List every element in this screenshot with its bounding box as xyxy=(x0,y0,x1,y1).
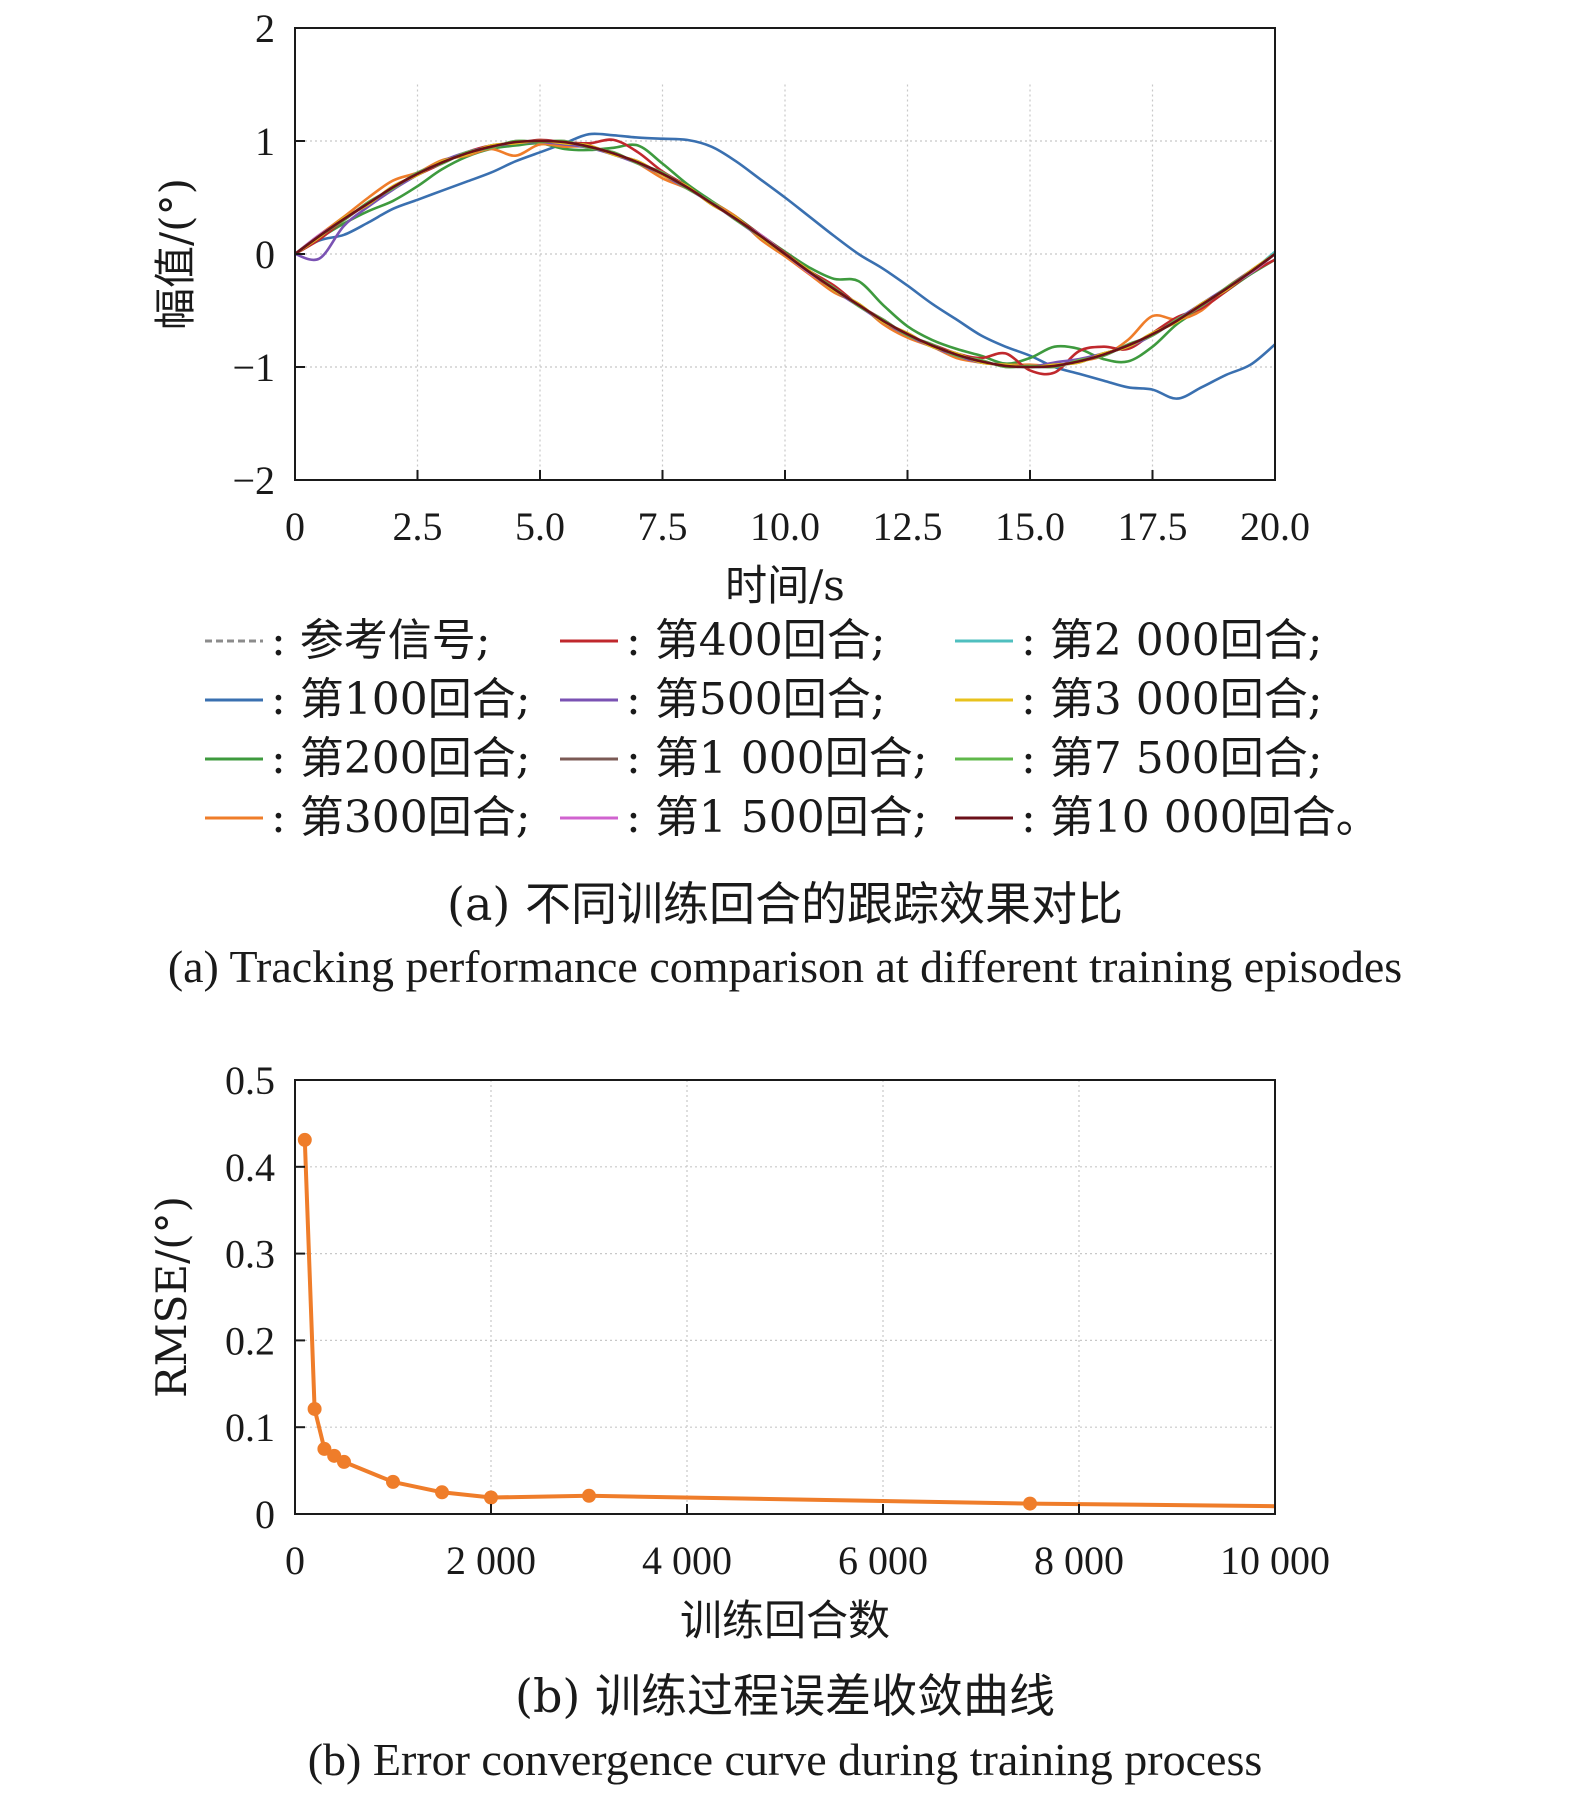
series-line xyxy=(294,139,1276,369)
series-lines xyxy=(294,132,1276,400)
legend-label: : 参考信号; xyxy=(271,615,491,666)
x-tick-label: 2.5 xyxy=(393,504,443,549)
legend-label: : 第7 500回合; xyxy=(1021,733,1323,784)
y-tick-label: 0 xyxy=(255,1492,275,1537)
series-line xyxy=(302,1139,1276,1509)
x-tick-label: 10.0 xyxy=(750,504,820,549)
data-point xyxy=(435,1485,449,1500)
y-tick-label: 1 xyxy=(255,119,275,164)
legend-label: : 第1 500回合; xyxy=(626,792,928,843)
y-tick-label: 0.3 xyxy=(225,1232,275,1277)
axis-ticks: 0 2 000 4 000 6 000 8 000 10 000 0.5 0.4 0.3 0.2 0… xyxy=(225,1058,1330,1583)
x-axis-label: 时间/s xyxy=(725,561,845,610)
caption-b-en: (b) Error convergence curve during train… xyxy=(308,1734,1263,1785)
y-tick-label: −1 xyxy=(232,345,275,390)
x-tick-label: 2 000 xyxy=(446,1538,536,1583)
data-point xyxy=(307,1401,322,1416)
x-tick-label: 7.5 xyxy=(638,504,688,549)
series-lines xyxy=(297,1132,1276,1511)
y-axis-label: RMSE/(°) xyxy=(147,1196,196,1398)
data-point xyxy=(337,1454,351,1469)
legend-label: : 第500回合; xyxy=(626,674,886,725)
y-tick-label: 2 xyxy=(255,6,275,51)
legend-label: : 第300回合; xyxy=(271,792,531,843)
legend-label: : 第400回合; xyxy=(626,615,886,666)
y-tick-label: 0.2 xyxy=(225,1318,275,1363)
data-point xyxy=(582,1488,596,1503)
caption-a-cn: (a) 不同训练回合的跟踪效果对比 xyxy=(447,877,1123,931)
data-point xyxy=(484,1490,498,1505)
y-tick-label: 0.5 xyxy=(225,1058,275,1103)
x-tick-label: 15.0 xyxy=(995,504,1065,549)
x-tick-label: 8 000 xyxy=(1034,1538,1124,1583)
rmse-chart: 0 2 000 4 000 6 000 8 000 10 000 0.5 0.4 0.3 0.2 0… xyxy=(147,1058,1330,1645)
x-tick-label: 4 000 xyxy=(642,1538,732,1583)
x-tick-label: 5.0 xyxy=(515,504,565,549)
legend-label: : 第10 000回合。 xyxy=(1021,792,1380,843)
x-axis-label: 训练回合数 xyxy=(680,1596,890,1645)
plot-frame xyxy=(294,1079,1276,1515)
data-point xyxy=(317,1441,332,1456)
x-tick-label: 0 xyxy=(285,1538,305,1583)
data-point xyxy=(386,1474,400,1489)
x-tick-label: 6 000 xyxy=(838,1538,928,1583)
y-tick-label: 0 xyxy=(255,232,275,277)
y-axis-label: 幅值/(°) xyxy=(151,178,200,330)
x-tick-label: 17.5 xyxy=(1118,504,1188,549)
y-tick-label: 0.1 xyxy=(225,1405,275,1450)
legend-label: : 第1 000回合; xyxy=(626,733,928,784)
tracking-chart: 0 2.5 5.0 7.5 10.0 12.5 15.0 17.5 20.0 2 1 0 −1 −2 时间… xyxy=(151,6,1310,610)
legend-label: : 第3 000回合; xyxy=(1021,674,1323,725)
grid-lines xyxy=(295,1080,1275,1514)
legend-label: : 第2 000回合; xyxy=(1021,615,1323,666)
data-point xyxy=(1023,1496,1037,1511)
legend-label: : 第100回合; xyxy=(271,674,531,725)
caption-b-cn: (b) 训练过程误差收敛曲线 xyxy=(515,1669,1055,1723)
y-tick-label: −2 xyxy=(232,458,275,503)
x-tick-label: 12.5 xyxy=(873,504,943,549)
legend-label: : 第200回合; xyxy=(271,733,531,784)
grid-lines xyxy=(295,84,1275,480)
axis-ticks: 0 2.5 5.0 7.5 10.0 12.5 15.0 17.5 20.0 2 1 0 −1 −2 xyxy=(232,6,1310,549)
x-tick-label: 10 000 xyxy=(1220,1538,1330,1583)
y-tick-label: 0.4 xyxy=(225,1145,275,1190)
x-tick-label: 20.0 xyxy=(1240,504,1310,549)
x-tick-label: 0 xyxy=(285,504,305,549)
legend: : 参考信号; : 第400回合; : 第2 000回合; : 第100回合; : 第5… xyxy=(205,615,1380,843)
caption-a-en: (a) Tracking performance comparison at d… xyxy=(168,941,1402,992)
series-line xyxy=(294,132,1276,400)
data-point xyxy=(297,1132,312,1147)
